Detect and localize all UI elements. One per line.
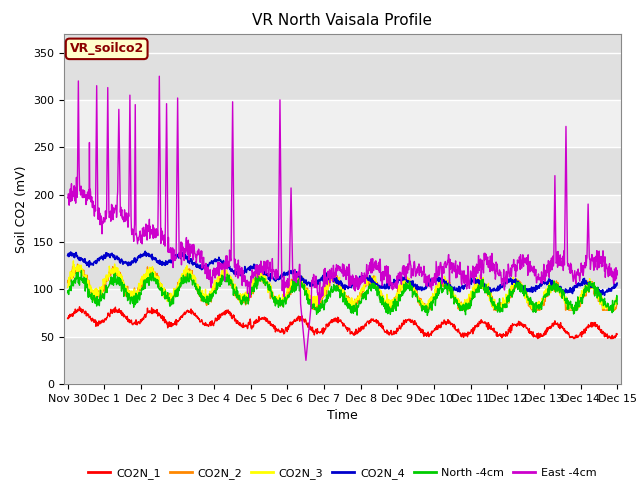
Y-axis label: Soil CO2 (mV): Soil CO2 (mV) — [15, 165, 28, 252]
Bar — [64, 194, 621, 242]
Bar — [64, 289, 621, 336]
Legend: CO2N_1, CO2N_2, CO2N_3, CO2N_4, North -4cm, East -4cm: CO2N_1, CO2N_2, CO2N_3, CO2N_4, North -4… — [84, 464, 601, 480]
Text: VR_soilco2: VR_soilco2 — [70, 42, 144, 55]
Bar — [64, 100, 621, 147]
X-axis label: Time: Time — [327, 409, 358, 422]
Title: VR North Vaisala Profile: VR North Vaisala Profile — [252, 13, 433, 28]
